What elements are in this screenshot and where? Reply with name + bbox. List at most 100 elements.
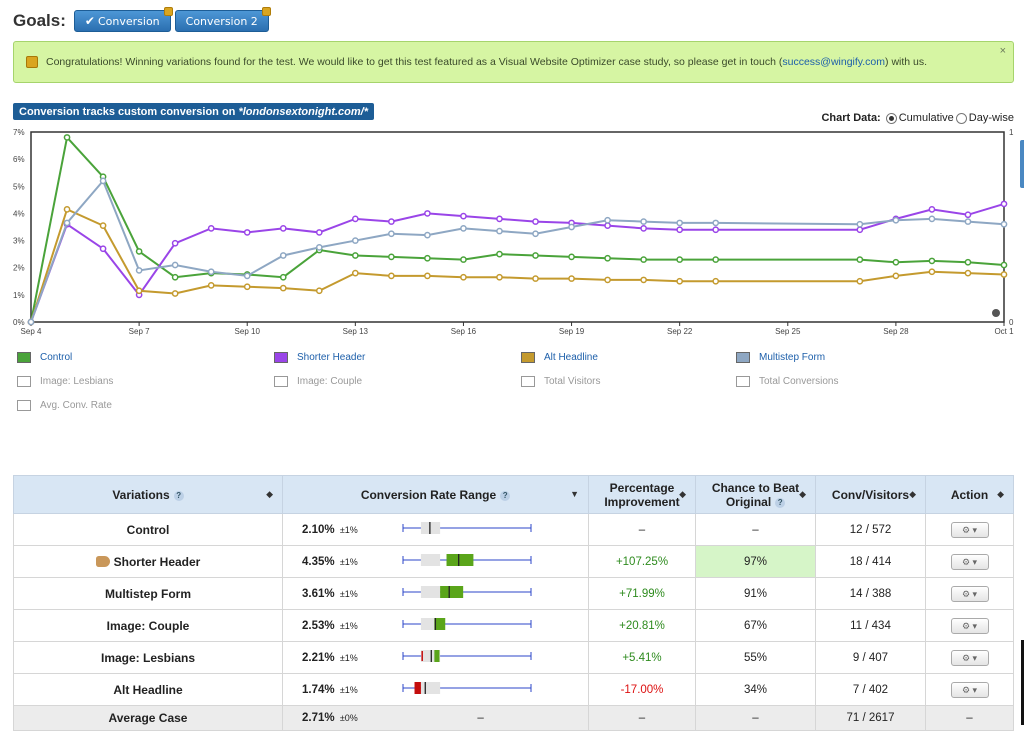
right-axis-label: 0 [1009,318,1014,327]
data-point [712,226,720,234]
data-point [712,256,720,263]
sort-down-icon[interactable]: ▼ [570,489,579,499]
legend-swatch[interactable] [17,400,31,411]
data-point [460,212,467,220]
legend-item[interactable]: Shorter Header [274,352,365,363]
chance-to-beat: 67% [695,609,816,642]
legend-swatch[interactable] [274,376,288,387]
goal-button-conversion[interactable]: ✔ Conversion [73,7,173,32]
percentage-improvement: -17.00% [588,673,696,706]
data-point [27,318,35,326]
close-icon[interactable]: × [999,45,1006,57]
col-conversion-range[interactable]: Conversion Rate Range? ▼ [282,475,589,514]
col-improvement[interactable]: Percentage Improvement ◆ [588,475,696,514]
sort-icon[interactable]: ◆ [909,489,916,499]
x-tick-label: Sep 4 [21,327,42,336]
data-point [171,273,179,281]
legend-label[interactable]: Total Visitors [544,376,601,387]
conversion-rate: 2.53% ±1% [282,609,374,642]
x-tick-label: Oct 1 [994,327,1014,336]
percentage-improvement: – [588,513,696,546]
data-point [568,253,575,261]
legend-item[interactable]: Alt Headline [521,352,598,363]
data-point [171,239,179,247]
sort-icon[interactable]: ◆ [679,489,686,499]
sort-icon[interactable]: ◆ [266,489,273,499]
chance-to-beat: – [695,513,816,546]
variation-range-box [446,554,473,566]
data-point [460,225,467,232]
x-tick-label: Sep 19 [559,327,585,336]
legend-label[interactable]: Control [40,352,73,363]
chance-to-beat: 97% [695,545,816,578]
legend-swatch[interactable] [736,376,750,387]
data-point [856,220,864,228]
help-icon[interactable]: ? [173,490,184,501]
banner-email-link[interactable]: success@wingify.com [782,56,886,68]
data-point [928,268,936,276]
legend-swatch[interactable] [736,352,750,363]
cumulative-radio[interactable] [885,112,897,124]
data-point [712,219,720,227]
data-point [928,257,936,265]
help-icon[interactable]: ? [775,497,786,508]
x-tick-label: Sep 13 [343,327,369,336]
legend-label[interactable]: Alt Headline [544,352,598,363]
col-conv-visitors[interactable]: Conv/Visitors ◆ [815,475,926,514]
legend-item[interactable]: Image: Couple [274,376,362,387]
gear-dropdown-button[interactable]: ⚙ ▾ [950,617,989,634]
legend-label[interactable]: Shorter Header [297,352,366,363]
data-point [388,218,395,225]
data-point [640,276,647,284]
action-cell: ⚙ ▾ [925,673,1014,706]
legend-swatch[interactable] [274,352,288,363]
trophy-icon [163,7,173,16]
percentage-improvement: +20.81% [588,609,696,642]
conversion-rate: 3.61% ±1% [282,577,374,610]
goal-button-conversion-2[interactable]: Conversion 2 [174,7,271,32]
chance-to-beat: 34% [695,673,816,706]
percentage-improvement: +107.25% [588,545,696,578]
data-point [207,225,215,232]
gear-dropdown-button[interactable]: ⚙ ▾ [950,649,989,666]
data-point [676,277,684,285]
daywise-label[interactable]: Day-wise [968,112,1014,124]
success-banner: Congratulations! Winning variations foun… [13,41,1014,83]
gear-dropdown-button[interactable]: ⚙ ▾ [950,521,989,538]
data-point [99,222,107,229]
legend-swatch[interactable] [17,352,31,363]
legend-swatch[interactable] [17,376,31,387]
legend-item[interactable]: Avg. Conv. Rate [17,400,112,411]
col-action[interactable]: Action ◆ [925,475,1014,514]
col-variations[interactable]: Variations? ◆ [13,475,283,514]
gear-dropdown-button[interactable]: ⚙ ▾ [950,553,989,570]
legend-label[interactable]: Multistep Form [759,352,826,363]
legend-swatch[interactable] [521,352,535,363]
gear-dropdown-button[interactable]: ⚙ ▾ [950,585,989,602]
legend-item[interactable]: Total Visitors [521,376,601,387]
legend-item[interactable]: Control [17,352,72,363]
legend-label[interactable]: Image: Lesbians [40,376,114,387]
daywise-radio[interactable] [955,112,967,124]
legend-label[interactable]: Total Conversions [759,376,839,387]
legend-item[interactable]: Image: Lesbians [17,376,113,387]
data-point [532,275,539,282]
data-point [99,245,107,253]
sort-icon[interactable]: ◆ [997,489,1004,499]
conversion-rate: 2.10% ±1% [282,513,374,546]
sort-icon[interactable]: ◆ [799,489,806,499]
legend-item[interactable]: Multistep Form [736,352,825,363]
side-feedback-tab[interactable] [1020,140,1024,188]
reset-zoom-icon[interactable] [992,309,1000,317]
legend-label[interactable]: Avg. Conv. Rate [40,400,112,411]
help-icon[interactable]: ? [500,490,511,501]
legend-item[interactable]: Total Conversions [736,376,838,387]
legend-label[interactable]: Image: Couple [297,376,363,387]
variation-range-box [414,682,421,694]
data-point [207,282,215,289]
cumulative-label[interactable]: Cumulative [898,112,954,124]
data-point [856,256,864,263]
col-chance-to-beat[interactable]: Chance to Beat Original? ◆ [695,475,816,514]
gear-dropdown-button[interactable]: ⚙ ▾ [950,681,989,698]
legend-swatch[interactable] [521,376,535,387]
